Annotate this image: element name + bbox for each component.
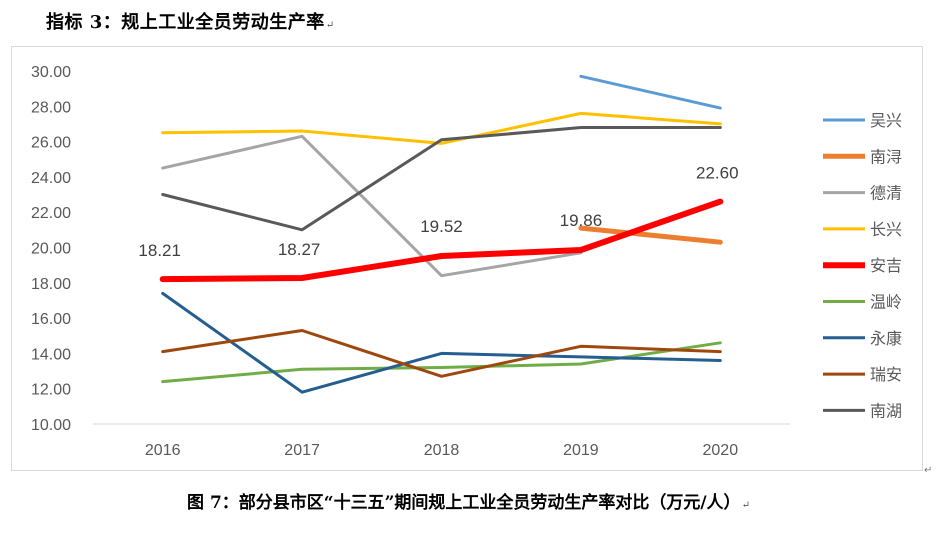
corner-paragraph-mark-icon: ↵ bbox=[924, 465, 933, 476]
axis-layer: 10.00 12.00 14.00 16.00 18.00 20.00 22.00 24.00… bbox=[31, 64, 790, 459]
legend-label: 南浔 bbox=[870, 148, 902, 166]
line-chart: 10.00 12.00 14.00 16.00 18.00 20.00 22.00 24.00… bbox=[31, 64, 902, 459]
y-tick-label: 10.00 bbox=[31, 417, 71, 434]
y-tick-label: 14.00 bbox=[31, 346, 71, 363]
x-tick-label: 2016 bbox=[145, 442, 181, 459]
series-line-永康 bbox=[161, 291, 722, 394]
caption-text: 图 7：部分县市区“十三五”期间规上工业全员劳动生产率对比（万元/人） bbox=[187, 493, 741, 513]
legend-label: 长兴 bbox=[870, 221, 902, 239]
y-tick-label: 26.00 bbox=[31, 135, 71, 152]
y-tick-label: 28.00 bbox=[31, 99, 71, 116]
x-tick-label: 2018 bbox=[424, 442, 460, 459]
figure-caption: 图 7：部分县市区“十三五”期间规上工业全员劳动生产率对比（万元/人）↵ bbox=[0, 488, 937, 513]
series-line-德清 bbox=[161, 134, 583, 278]
x-tick-label: 2017 bbox=[284, 442, 320, 459]
legend-label: 德清 bbox=[870, 185, 902, 203]
data-label: 19.86 bbox=[560, 211, 603, 230]
y-tick-label: 18.00 bbox=[31, 276, 71, 293]
y-tick-label: 16.00 bbox=[31, 311, 71, 328]
series-layer bbox=[159, 74, 724, 394]
x-tick-label: 2019 bbox=[563, 442, 599, 459]
legend-label: 温岭 bbox=[870, 294, 902, 312]
series-line-长兴 bbox=[161, 111, 722, 145]
chart-frame: 10.00 12.00 14.00 16.00 18.00 20.00 22.00 24.00… bbox=[11, 46, 923, 471]
legend-label: 永康 bbox=[870, 330, 902, 348]
legend-label: 瑞安 bbox=[870, 366, 902, 384]
page-heading: 指标 3：规上工业全员劳动生产率↵ bbox=[46, 8, 335, 34]
caption-paragraph-mark-icon: ↵ bbox=[741, 500, 750, 511]
series-line-南湖 bbox=[161, 126, 722, 232]
data-label: 22.60 bbox=[696, 164, 739, 183]
series-line-南浔 bbox=[578, 225, 723, 245]
data-label: 19.52 bbox=[420, 217, 463, 236]
y-tick-label: 30.00 bbox=[31, 64, 71, 81]
x-tick-label: 2020 bbox=[703, 442, 739, 459]
y-tick-label: 12.00 bbox=[31, 382, 71, 399]
data-label-layer: 18.21 18.27 19.52 19.86 22.60 bbox=[138, 164, 738, 260]
legend-label: 安吉 bbox=[870, 257, 902, 275]
y-tick-label: 22.00 bbox=[31, 205, 71, 222]
series-line-吴兴 bbox=[579, 74, 722, 110]
series-line-瑞安 bbox=[161, 329, 722, 378]
legend-label: 吴兴 bbox=[870, 112, 902, 130]
data-label: 18.21 bbox=[138, 241, 181, 260]
series-line-安吉 bbox=[159, 198, 724, 283]
y-tick-label: 20.00 bbox=[31, 241, 71, 258]
legend-label: 南湖 bbox=[870, 402, 902, 420]
data-label: 18.27 bbox=[278, 240, 321, 259]
heading-text: 指标 3：规上工业全员劳动生产率 bbox=[46, 12, 325, 33]
y-tick-label: 24.00 bbox=[31, 170, 71, 187]
paragraph-mark-icon: ↵ bbox=[325, 20, 335, 31]
